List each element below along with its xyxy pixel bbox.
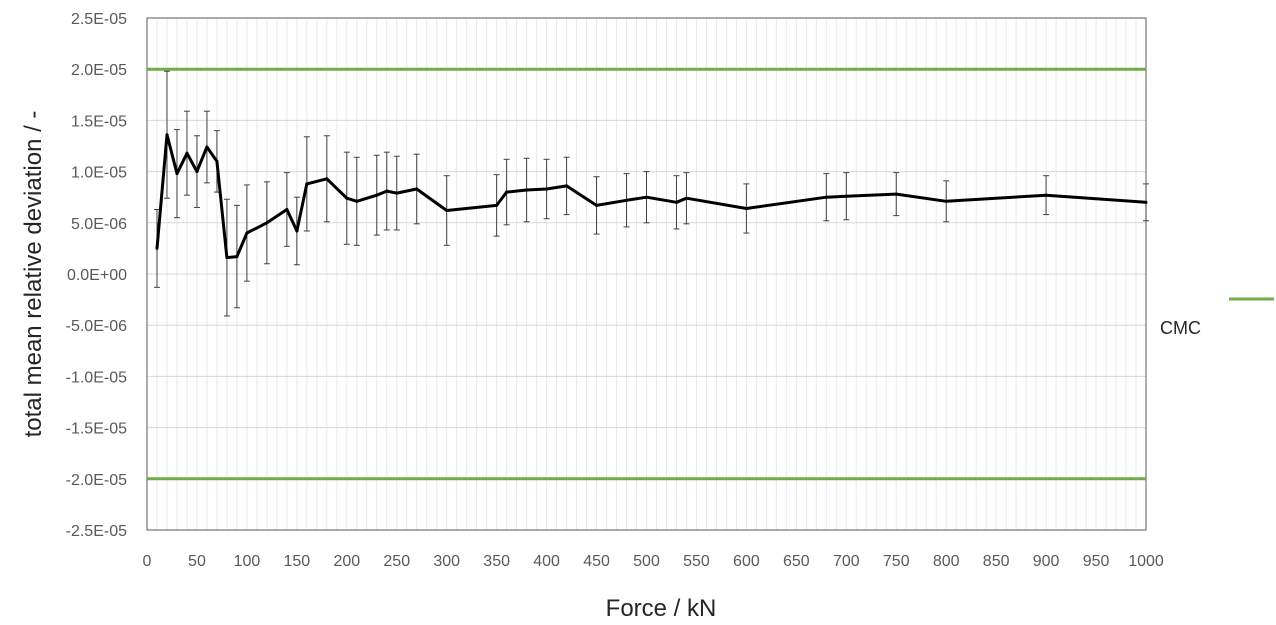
x-tick-label: 300 (433, 553, 460, 570)
x-axis-title: Force / kN (606, 595, 717, 622)
y-tick-label: 1.5E-05 (71, 113, 127, 130)
cmc-limit-lines (147, 67, 1146, 481)
data-point (525, 188, 529, 192)
data-line (155, 133, 1147, 260)
y-tick-label: 1.0E-05 (71, 165, 127, 182)
data-point (824, 195, 828, 199)
data-point (595, 203, 599, 207)
data-point (505, 190, 509, 194)
data-point (415, 187, 419, 191)
x-tick-label: 500 (633, 553, 660, 570)
y-tick-label: -2.5E-05 (66, 523, 127, 540)
data-point (295, 229, 299, 233)
data-point (325, 177, 329, 181)
data-point (345, 196, 349, 200)
x-tick-label: 550 (683, 553, 710, 570)
y-tick-label: -1.0E-05 (66, 369, 127, 386)
data-point (175, 172, 179, 176)
data-point (395, 191, 399, 195)
x-tick-label: 950 (1083, 553, 1110, 570)
x-tick-label: 0 (143, 553, 152, 570)
x-tick-label: 600 (733, 553, 760, 570)
x-tick-label: 350 (483, 553, 510, 570)
x-tick-label: 900 (1033, 553, 1060, 570)
data-point (645, 195, 648, 199)
data-point (1144, 200, 1148, 204)
y-tick-label: 0.0E+00 (67, 267, 127, 284)
data-point (155, 246, 159, 250)
y-tick-label: -1.5E-05 (66, 421, 127, 438)
data-point (844, 194, 848, 198)
data-point (944, 199, 948, 203)
x-tick-label: 650 (783, 553, 810, 570)
x-tick-label: 700 (833, 553, 860, 570)
data-point (215, 159, 219, 163)
x-tick-label: 800 (933, 553, 960, 570)
data-point (684, 196, 688, 200)
data-point (305, 182, 309, 186)
data-point (355, 199, 359, 203)
x-tick-label: 850 (983, 553, 1010, 570)
x-tick-label: 100 (234, 553, 261, 570)
legend: CMC (1160, 297, 1274, 338)
data-point (285, 207, 289, 211)
data-point (625, 198, 629, 202)
x-tick-label: 200 (333, 553, 360, 570)
data-point (185, 151, 189, 155)
data-point (205, 145, 209, 149)
y-tick-label: 5.0E-06 (71, 216, 127, 233)
x-tick-label: 400 (533, 553, 560, 570)
x-tick-label: 450 (583, 553, 610, 570)
x-tick-label: 50 (188, 553, 206, 570)
y-tick-label: 2.0E-05 (71, 62, 127, 79)
data-point (235, 255, 239, 259)
x-axis-tick-labels: 0 50 100 150 200 250 300 350 400 450 500 550 600 650 7… (143, 553, 1164, 570)
y-tick-label: -5.0E-06 (66, 318, 127, 335)
data-point (565, 184, 569, 188)
data-point (385, 189, 389, 193)
data-point (225, 256, 229, 260)
x-tick-label: 750 (883, 553, 910, 570)
plot-area-frame (146, 17, 1147, 531)
data-point (245, 231, 249, 235)
data-point (165, 133, 169, 137)
x-tick-label: 150 (283, 553, 310, 570)
data-point (674, 200, 678, 204)
y-axis-tick-labels: 2.5E-05 2.0E-05 1.5E-05 1.0E-05 5.0E-06 0.0E+… (66, 11, 127, 540)
data-point (894, 192, 898, 196)
y-tick-label: -2.0E-05 (66, 472, 127, 489)
data-point (495, 203, 499, 207)
data-point (375, 193, 379, 197)
y-axis-title: total mean relative deviation / - (20, 111, 47, 438)
x-tick-label: 250 (383, 553, 410, 570)
y-tick-label: 2.5E-05 (71, 11, 127, 28)
data-point (195, 170, 199, 174)
data-point (445, 209, 449, 213)
legend-label-cmc: CMC (1160, 318, 1201, 338)
data-series (155, 133, 1148, 260)
data-point (265, 221, 269, 225)
x-tick-label: 1000 (1128, 553, 1164, 570)
data-point (1044, 193, 1048, 197)
data-point (545, 187, 549, 191)
data-point (744, 206, 748, 210)
